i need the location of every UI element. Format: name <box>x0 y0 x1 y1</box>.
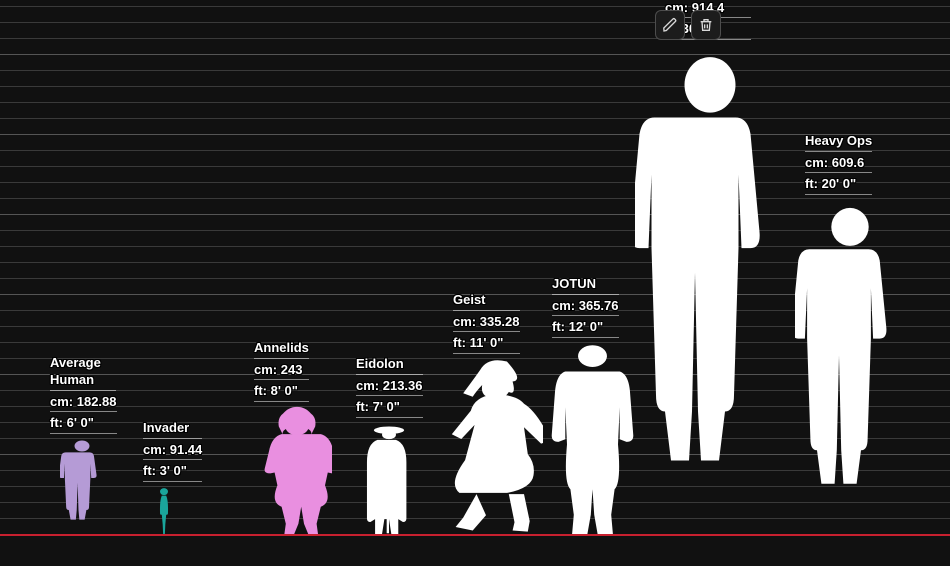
character-label: Eidoloncm: 213.36ft: 7' 0" <box>356 355 423 418</box>
character-label: Average Humancm: 182.88ft: 6' 0" <box>50 354 117 434</box>
height-chart-stage: Average Humancm: 182.88ft: 6' 0" Invader… <box>0 0 950 566</box>
character-average-human[interactable]: Average Humancm: 182.88ft: 6' 0" <box>60 438 104 534</box>
character-cm: cm: 335.28 <box>453 313 520 333</box>
character-label: Geistcm: 335.28ft: 11' 0" <box>453 291 520 354</box>
character-cm: cm: 243 <box>254 361 309 381</box>
toolbar <box>655 10 721 40</box>
character-cm: cm: 91.44 <box>143 441 202 461</box>
character-ft: ft: 12' 0" <box>552 318 619 338</box>
character-name: Eidolon <box>356 355 423 375</box>
character-name: JOTUN <box>552 275 619 295</box>
character-ft: ft: 6' 0" <box>50 414 117 434</box>
character-cm: cm: 609.6 <box>805 154 872 174</box>
character-ft: ft: 11' 0" <box>453 334 520 354</box>
character-ft: ft: 7' 0" <box>356 398 423 418</box>
character-name: Invader <box>143 419 202 439</box>
edit-button[interactable] <box>655 10 685 40</box>
character-label: Annelidscm: 243ft: 8' 0" <box>254 339 309 402</box>
character-label: Invadercm: 91.44ft: 3' 0" <box>143 419 202 482</box>
character-name: Geist <box>453 291 520 311</box>
character-eidolon[interactable]: Eidoloncm: 213.36ft: 7' 0" <box>360 422 418 534</box>
pencil-icon <box>662 17 678 33</box>
character-label: JOTUNcm: 365.76ft: 12' 0" <box>552 275 619 338</box>
character-invader[interactable]: Invadercm: 91.44ft: 3' 0" <box>153 486 175 534</box>
character-ft: ft: 3' 0" <box>143 462 202 482</box>
baseline <box>0 534 950 536</box>
character-annelids[interactable]: Annelidscm: 243ft: 8' 0" <box>262 406 332 534</box>
character-cm: cm: 182.88 <box>50 393 117 413</box>
character-cm: cm: 365.76 <box>552 297 619 317</box>
trash-icon <box>698 17 714 33</box>
character-name: Heavy Ops <box>805 132 872 152</box>
character-geist[interactable]: Geistcm: 335.28ft: 11' 0" <box>448 358 543 534</box>
delete-button[interactable] <box>691 10 721 40</box>
character-name: Annelids <box>254 339 309 359</box>
character-necroborg[interactable]: NECROBORGcm: 914.4ft: 30' 0" <box>635 44 785 534</box>
character-heavy-ops[interactable]: Heavy Opscm: 609.6ft: 20' 0" <box>795 199 905 534</box>
character-jotun[interactable]: JOTUNcm: 365.76ft: 12' 0" <box>550 342 635 534</box>
character-name: Average Human <box>50 354 116 391</box>
character-label: Heavy Opscm: 609.6ft: 20' 0" <box>805 132 872 195</box>
character-ft: ft: 8' 0" <box>254 382 309 402</box>
character-cm: cm: 213.36 <box>356 377 423 397</box>
character-ft: ft: 20' 0" <box>805 175 872 195</box>
